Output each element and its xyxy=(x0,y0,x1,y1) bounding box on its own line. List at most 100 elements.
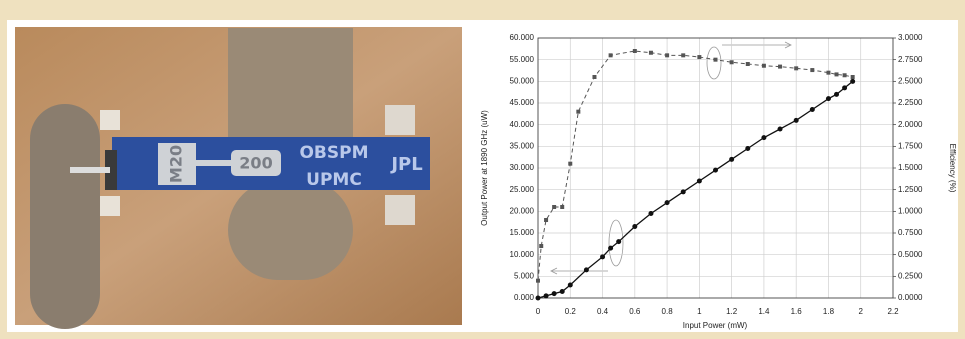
x-axis-label: Input Power (mW) xyxy=(683,321,748,330)
data-point xyxy=(713,167,718,173)
x-tick-label: 2 xyxy=(859,307,864,316)
data-point xyxy=(648,211,654,216)
data-point xyxy=(535,295,541,301)
data-point xyxy=(608,53,613,58)
data-point xyxy=(680,189,686,195)
plot-frame xyxy=(537,37,894,299)
y2-tick-label: 0.5000 xyxy=(898,250,923,259)
data-point xyxy=(834,91,840,97)
chip-label: OBSPM xyxy=(299,143,368,163)
y-tick-label: 15.000 xyxy=(510,228,535,237)
y-tick-label: 40.000 xyxy=(510,120,535,129)
y2-tick-label: 2.5000 xyxy=(898,76,923,85)
chip-label: UPMC xyxy=(306,170,362,190)
chip-label: M20 xyxy=(167,145,186,183)
data-point xyxy=(697,55,702,60)
data-point xyxy=(536,278,540,283)
data-point xyxy=(729,156,735,162)
y-tick-label: 30.000 xyxy=(510,163,535,172)
data-point xyxy=(559,289,565,294)
data-point xyxy=(713,57,718,62)
data-point xyxy=(793,117,799,123)
y-tick-label: 55.000 xyxy=(510,55,535,64)
chip-label: JPL xyxy=(389,154,422,175)
y2-tick-label: 0.0000 xyxy=(898,293,923,302)
y-tick-label: 45.000 xyxy=(510,98,535,107)
x-tick-label: 1.6 xyxy=(791,307,803,316)
x-tick-label: 0.8 xyxy=(662,307,674,316)
data-point xyxy=(567,282,573,288)
data-point xyxy=(600,254,606,260)
data-point xyxy=(850,75,855,79)
data-point xyxy=(696,178,702,184)
data-point xyxy=(761,63,766,68)
data-point xyxy=(632,49,637,53)
data-point xyxy=(568,161,573,166)
data-point xyxy=(745,62,750,66)
y2-tick-label: 0.7500 xyxy=(898,228,923,237)
x-tick-label: 0.4 xyxy=(597,307,609,316)
y-tick-label: 25.000 xyxy=(510,185,535,194)
y-tick-label: 20.000 xyxy=(510,206,535,215)
y2-tick-label: 1.7500 xyxy=(898,141,923,150)
data-point xyxy=(777,126,783,132)
x-tick-label: 1.2 xyxy=(726,307,738,316)
y-tick-label: 5.000 xyxy=(514,271,535,280)
data-point xyxy=(544,218,549,222)
y2-tick-label: 2.2500 xyxy=(898,98,923,107)
y2-tick-label: 1.5000 xyxy=(898,163,923,172)
data-point xyxy=(809,107,815,112)
data-point xyxy=(842,85,848,91)
y-tick-label: 10.000 xyxy=(510,250,535,259)
chip-photo: M20 200 OBSPM UPMC JPL xyxy=(15,27,462,329)
data-point xyxy=(850,78,856,84)
y2-tick-label: 2.0000 xyxy=(898,120,923,129)
data-point xyxy=(745,146,751,151)
x-tick-label: 1.8 xyxy=(823,307,835,316)
y2-tick-label: 1.2500 xyxy=(898,185,923,194)
data-point xyxy=(664,200,670,206)
data-point xyxy=(842,73,847,78)
y2-tick-label: 1.0000 xyxy=(898,206,923,215)
data-point xyxy=(543,293,549,299)
y2-axis-label: Efficiency (%) xyxy=(948,144,957,193)
data-point xyxy=(616,239,622,245)
y2-tick-label: 2.7500 xyxy=(898,55,923,64)
data-point xyxy=(761,135,767,141)
data-point xyxy=(681,53,686,58)
x-tick-label: 1.4 xyxy=(758,307,770,316)
data-point xyxy=(560,205,565,209)
data-point xyxy=(632,224,638,229)
data-point xyxy=(834,72,839,77)
data-point xyxy=(592,75,597,79)
data-point xyxy=(810,68,815,73)
data-point xyxy=(539,244,544,248)
data-point xyxy=(648,50,653,55)
chip-label: 200 xyxy=(239,154,272,173)
data-point xyxy=(576,109,581,114)
data-point xyxy=(729,60,734,65)
x-tick-label: 0 xyxy=(536,307,541,316)
y-tick-label: 60.000 xyxy=(510,33,535,42)
data-point xyxy=(826,70,831,75)
data-point xyxy=(583,267,589,273)
data-point xyxy=(551,291,557,297)
x-tick-label: 0.6 xyxy=(629,307,641,316)
data-point xyxy=(794,66,799,71)
y2-tick-label: 3.0000 xyxy=(898,33,923,42)
y-tick-label: 35.000 xyxy=(510,141,535,150)
data-point xyxy=(825,96,831,102)
data-point xyxy=(552,205,557,209)
data-point xyxy=(665,53,670,58)
data-point xyxy=(778,64,783,69)
y-tick-label: 0.000 xyxy=(514,293,535,302)
x-tick-label: 1 xyxy=(697,307,702,316)
x-tick-label: 2.2 xyxy=(887,307,899,316)
annotations xyxy=(550,41,792,275)
x-tick-label: 0.2 xyxy=(565,307,577,316)
data-point xyxy=(608,245,614,251)
y-tick-label: 50.000 xyxy=(510,76,535,85)
y-axis-label: Output Power at 1890 GHz (uW) xyxy=(480,110,489,226)
y2-tick-label: 0.2500 xyxy=(898,271,923,280)
